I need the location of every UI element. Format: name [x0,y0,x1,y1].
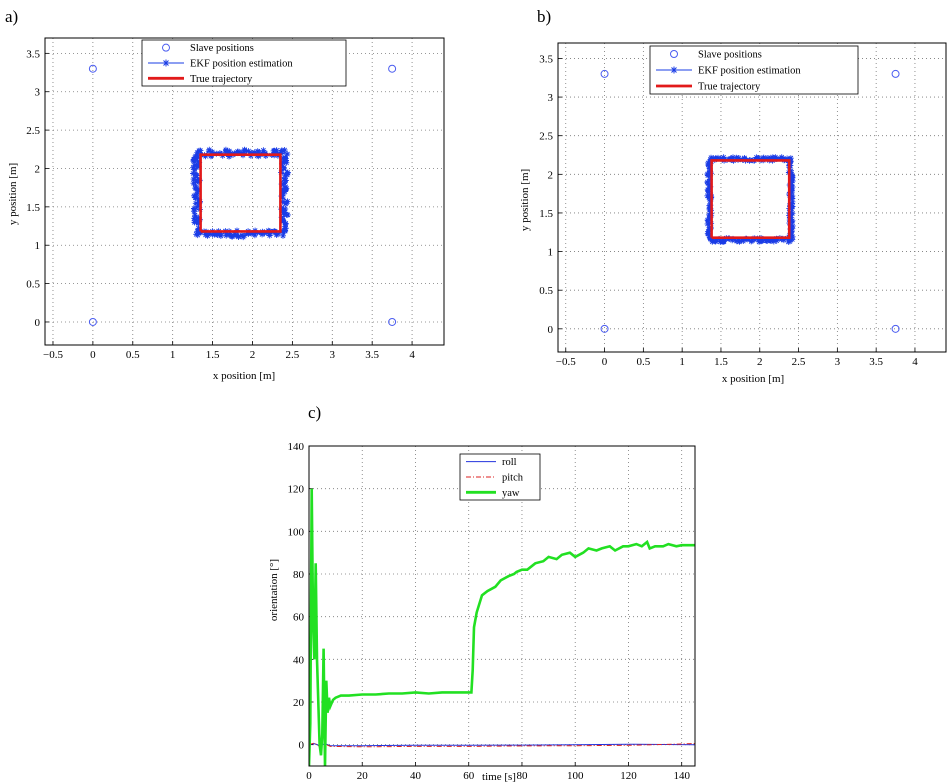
b-series-ekf-position-estimation-markers [704,154,796,245]
c-ytick-label: 60 [293,612,305,624]
b-xtick-label: 3 [835,356,841,368]
a-legend-true-trajectory-text: True trajectory [190,74,253,85]
b-legend-slave-positions-swatch [670,50,678,58]
b-ytick-label: 2.5 [539,131,553,143]
c-ytick-label: 40 [293,654,305,666]
a-series-true-trajectory-line [199,153,282,233]
panel-a-ylabel: y position [m] [7,163,19,225]
a-xtick-label: 2.5 [286,349,300,361]
b-series-slave-positions-point [891,69,900,78]
b-ytick-label: 1 [548,247,554,259]
b-ytick-label: 3 [548,92,554,104]
b-ytick-label: 3.5 [539,53,553,65]
b-xtick-label: 1.5 [714,356,728,368]
c-ytick-label: 120 [288,484,305,496]
a-ytick-label: 3 [35,87,41,99]
c-axes-box [308,445,696,767]
a-ytick-label: 0.5 [26,279,40,291]
b-xtick-label: 0.5 [636,356,650,368]
b-xtick-label: 1 [679,356,685,368]
panel-b-label: b) [537,7,551,26]
b-legend: Slave positions EKF position estimation Tr… [649,45,859,95]
panel-b: b) −0.5 0 0.5 1 1.5 2 2.5 3 3.5 4 0 0.5 1 1.5 2 2.5 3 3.5… [519,7,947,385]
panel-c-label: c) [308,403,321,422]
b-series-ekf-position-estimation-line [706,156,795,244]
a-ytick-label: 2 [35,163,41,175]
a-xtick-label: 3 [330,349,336,361]
panel-c: c) 0 20 40 60 80 100 120 140 0 20 40 60 80 100 120 140 r… [268,403,696,783]
c-legend-pitch-text: pitch [502,473,524,484]
b-series-true-trajectory-line [710,159,791,239]
c-xtick-label: 140 [673,770,690,782]
panel-c-ylabel: orientation [°] [268,559,280,621]
a-xtick-label: 3.5 [365,349,379,361]
b-axes-box [557,42,947,353]
a-xtick-label: 0 [90,349,96,361]
b-ytick-label: 0.5 [539,285,553,297]
a-xtick-label: −0.5 [43,349,63,361]
c-ytick-label: 80 [293,569,305,581]
a-series-slave-positions-point [88,317,97,326]
a-legend-slave-positions-text: Slave positions [190,43,254,54]
c-ytick-label: 0 [299,740,305,752]
b-xtick-label: 0 [602,356,608,368]
b-xtick-label: 2.5 [792,356,806,368]
a-legend: Slave positions EKF position estimation Tr… [141,39,347,87]
b-xtick-label: 4 [912,356,918,368]
panel-a-label: a) [5,7,18,26]
panel-a: a) −0.5 0 0.5 1 1.5 2 2.5 3 3.5 4 0 0.5 1 1.5 2 2.5 3 3.5… [5,7,445,382]
panel-b-xlabel: x position [m] [722,373,784,385]
a-series-ekf-position-estimation-markers [190,146,291,241]
c-legend-roll-text: roll [502,457,517,468]
b-xtick-label: −0.5 [556,356,576,368]
a-legend-slave-positions-swatch [162,43,170,52]
b-series-slave-positions-point [891,324,900,333]
b-ytick-label: 0 [548,324,554,336]
a-ytick-label: 3.5 [26,48,40,60]
a-series-ekf-position-estimation-line [192,148,290,239]
b-xtick-label: 2 [757,356,763,368]
panel-c-xlabel: time [s] [482,771,516,783]
b-series-slave-positions-point [600,69,609,78]
a-xtick-label: 0.5 [126,349,140,361]
a-xtick-label: 1.5 [206,349,220,361]
c-xtick-label: 80 [516,770,528,782]
a-ytick-label: 1.5 [26,202,40,214]
b-legend-true-trajectory-text: True trajectory [698,82,761,93]
b-ytick-label: 1.5 [539,208,553,220]
a-xtick-label: 1 [170,349,176,361]
b-series-slave-positions-point [600,324,609,333]
panel-a-xlabel: x position [m] [213,370,275,382]
a-legend-ekf-position-estimation-swatch-marker [162,59,170,67]
b-legend-ekf-position-estimation-swatch-marker [670,66,678,74]
c-series-yaw-line [309,488,695,766]
a-ytick-label: 2.5 [26,125,40,137]
b-xtick-label: 3.5 [869,356,883,368]
a-series-slave-positions-point [88,64,97,73]
b-legend-slave-positions-text: Slave positions [698,50,762,61]
c-legend: roll pitch yaw [459,453,541,501]
a-series-slave-positions-point [388,64,397,73]
b-ytick-label: 2 [548,169,554,181]
a-xtick-label: 2 [250,349,256,361]
a-ytick-label: 1 [35,240,41,252]
c-ytick-label: 100 [288,526,305,538]
a-legend-ekf-position-estimation-text: EKF position estimation [190,59,293,70]
c-ytick-label: 140 [288,441,305,453]
a-series-slave-positions-point [388,317,397,326]
c-xtick-label: 100 [567,770,584,782]
c-xtick-label: 120 [620,770,637,782]
c-xtick-label: 60 [463,770,475,782]
c-xtick-label: 0 [306,770,312,782]
c-xtick-label: 20 [357,770,369,782]
a-ytick-label: 0 [35,317,41,329]
c-legend-yaw-text: yaw [502,488,520,499]
c-xtick-label: 40 [410,770,422,782]
a-axes-box [44,37,445,346]
a-xtick-label: 4 [409,349,415,361]
c-ytick-label: 20 [293,697,305,709]
b-legend-ekf-position-estimation-text: EKF position estimation [698,66,801,77]
panel-b-ylabel: y position [m] [519,169,531,231]
